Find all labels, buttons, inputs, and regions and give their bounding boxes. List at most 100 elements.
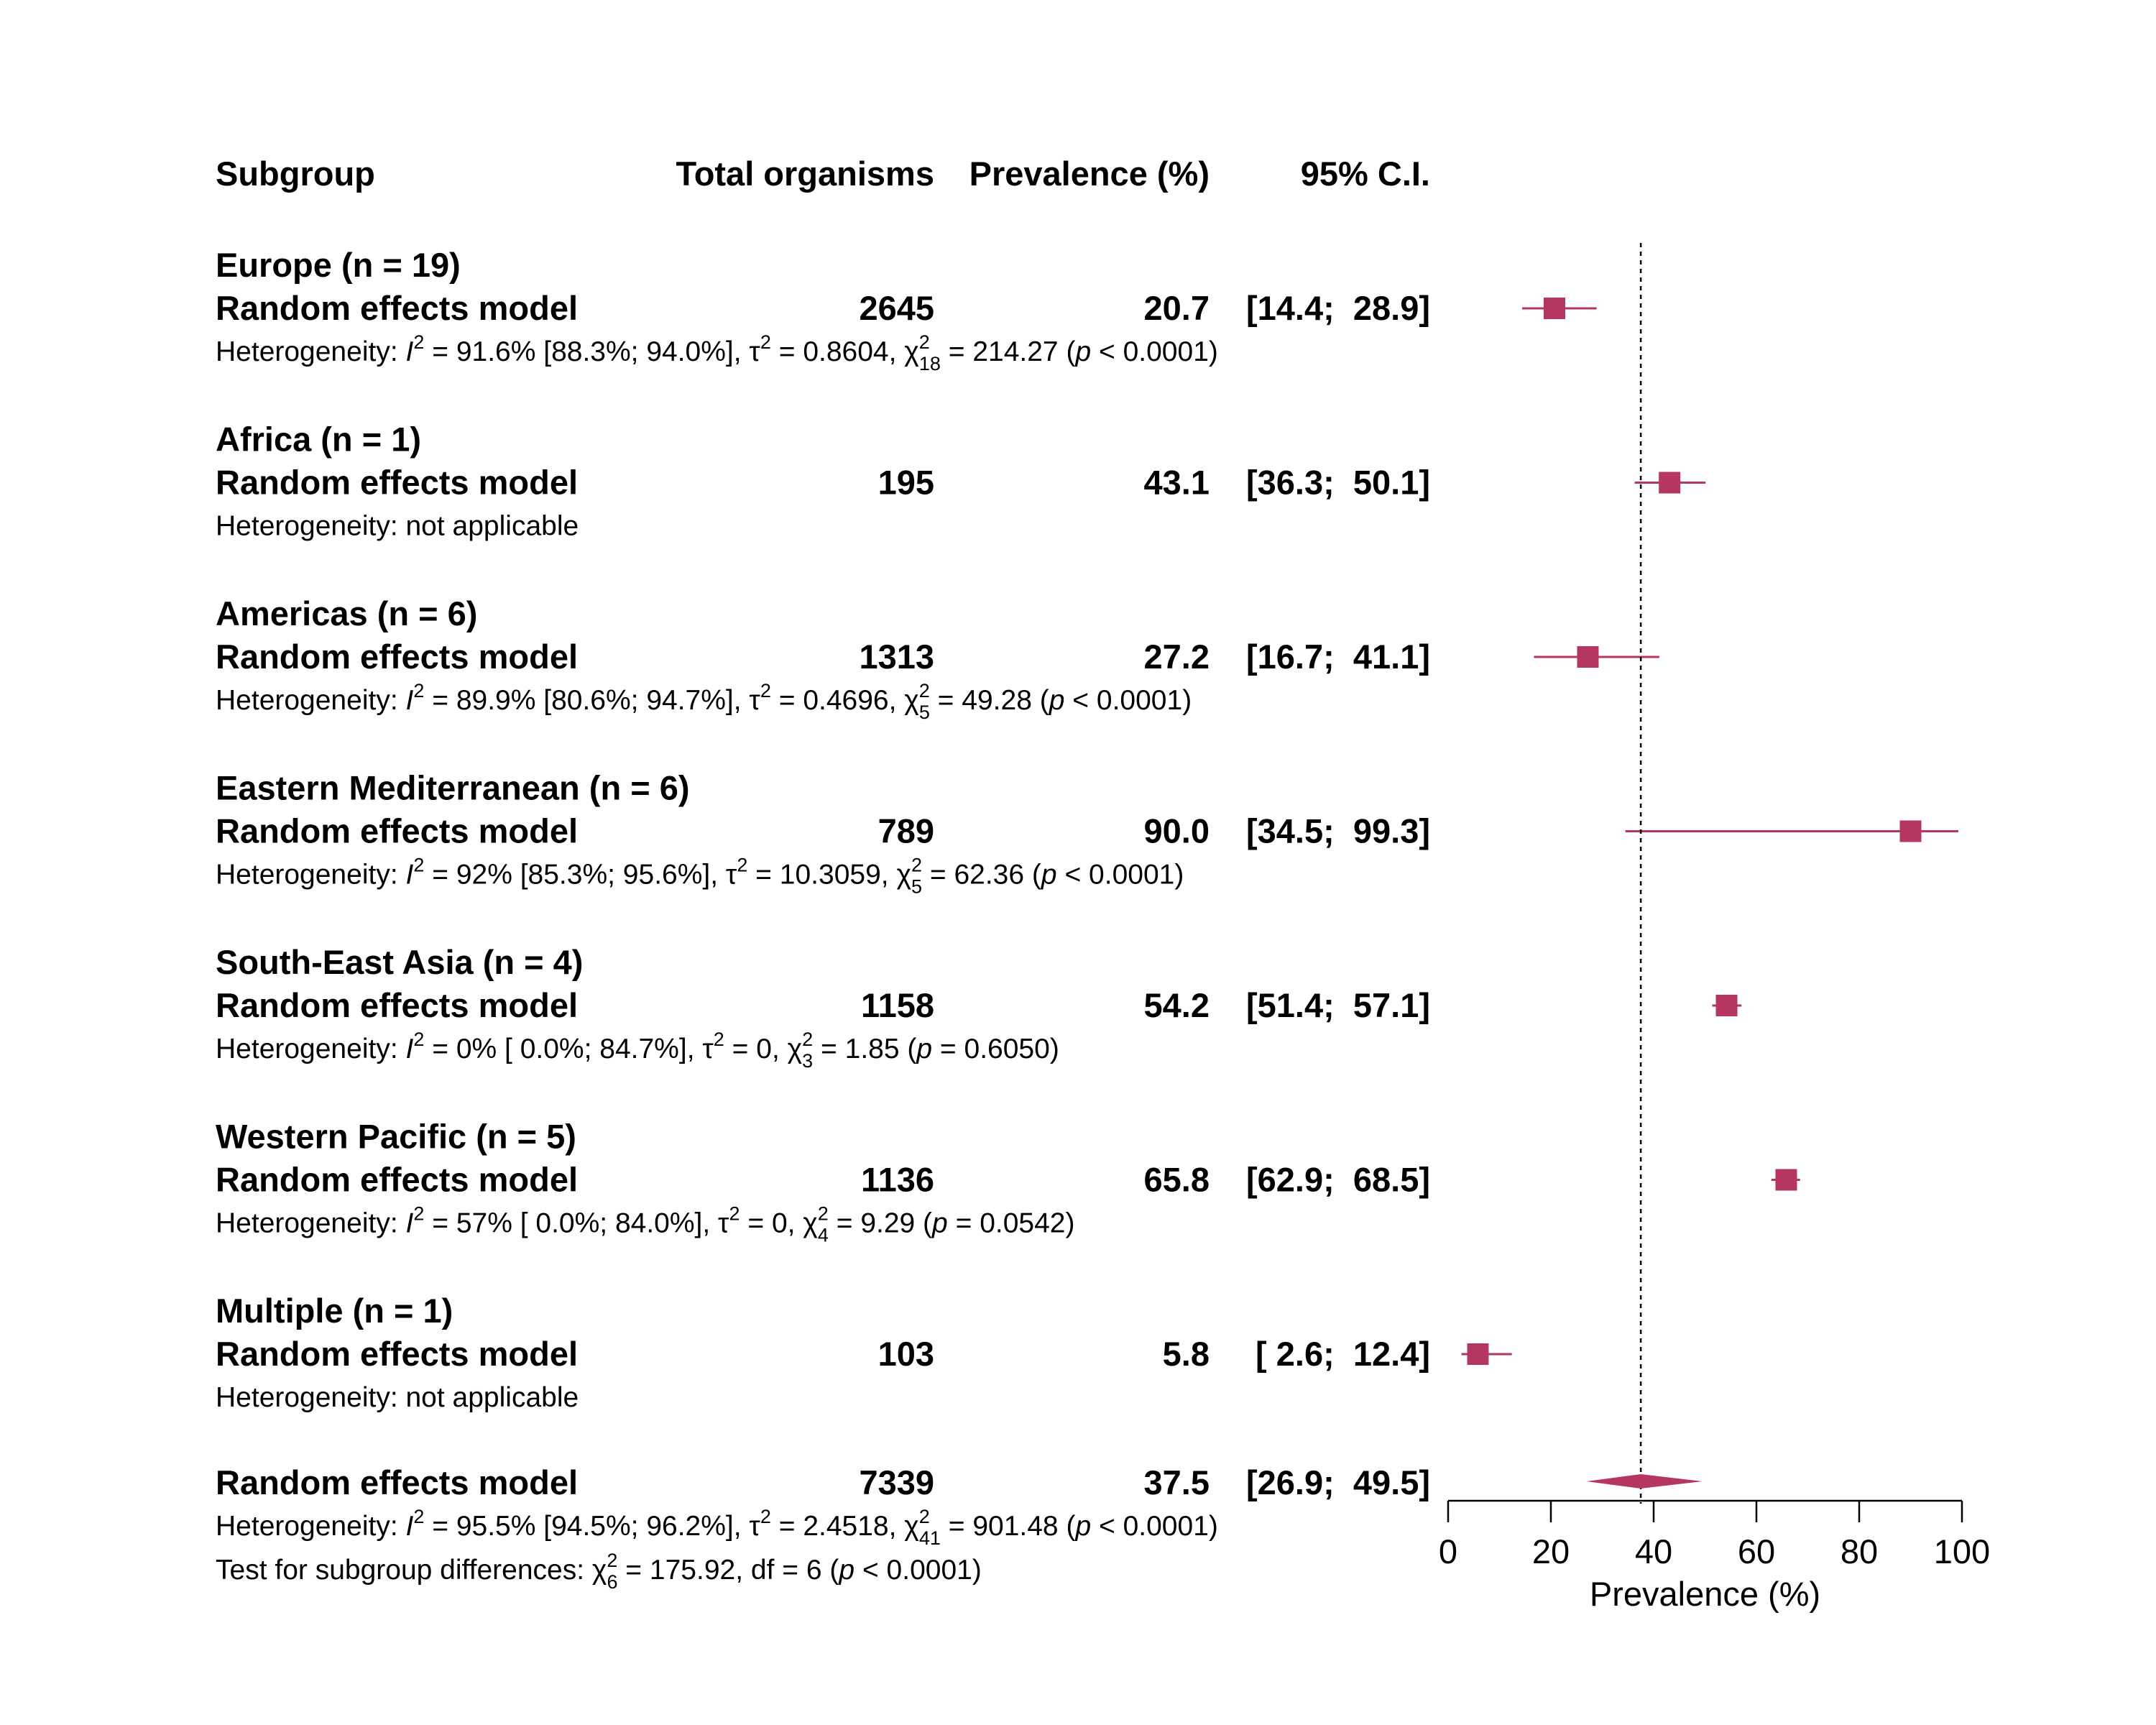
het-part: 92% [85.3%; 95.6%] (456, 860, 710, 891)
subgroup-name: South-East Asia (n = 4) (216, 943, 583, 981)
het-df: 41 (919, 1527, 941, 1549)
het-df: 5 (919, 702, 930, 723)
subgroup-point (1544, 298, 1566, 319)
header-ci: 95% C.I. (1301, 155, 1430, 193)
het-part: < 0.0001 (1064, 860, 1174, 891)
prevalence-estimate: 5.8 (1163, 1335, 1210, 1373)
x-tick-label: 20 (1532, 1532, 1570, 1570)
confidence-interval: [16.7; 41.1] (1246, 638, 1430, 676)
total-organisms: 1158 (861, 986, 934, 1024)
het-part: < 0.0001 (1099, 1511, 1209, 1542)
het-part: 9.29 (860, 1208, 915, 1239)
total-organisms: 103 (878, 1335, 934, 1373)
subgroup-name: Western Pacific (n = 5) (216, 1118, 576, 1156)
test-df-sub: 6 (607, 1571, 617, 1593)
column-headers: Subgroup Total organisms Prevalence (%) … (216, 155, 1430, 193)
het-part: 0 (772, 1208, 788, 1239)
het-part: 0 (756, 1034, 772, 1064)
het-part: = 0.0542 (956, 1208, 1066, 1239)
model-label: Random effects model (216, 986, 578, 1024)
x-tick-label: 100 (1934, 1532, 1990, 1570)
prevalence-estimate: 90.0 (1144, 812, 1210, 850)
subgroup-name: Americas (n = 6) (216, 594, 477, 632)
model-label: Random effects model (216, 638, 578, 676)
total-organisms: 2645 (859, 289, 934, 327)
subgroup-name: Africa (n = 1) (216, 420, 421, 459)
het-part: 57% [ 0.0%; 84.0%] (456, 1208, 703, 1239)
heterogeneity-text: Heterogeneity: not applicable (216, 1382, 579, 1413)
subgroup-block: Europe (n = 19) Random effects model 2645 2… (216, 246, 1597, 374)
het-part: 0.8604 (803, 336, 888, 367)
confidence-interval: [62.9; 68.5] (1246, 1161, 1430, 1199)
het-part: < 0.0001 (1072, 685, 1182, 716)
het-part: 175.92 (650, 1555, 735, 1586)
subgroup-name: Multiple (n = 1) (216, 1292, 453, 1330)
prevalence-estimate: 20.7 (1144, 289, 1210, 327)
heterogeneity-text: Heterogeneity: I2 = 0% [ 0.0%; 84.7%], τ… (216, 1029, 1059, 1072)
heterogeneity-text: Heterogeneity: I2 = 91.6% [88.3%; 94.0%]… (216, 331, 1218, 374)
subgroup-rows: Europe (n = 19) Random effects model 2645 2… (216, 246, 1958, 1413)
het-part: Test for subgroup differences: (216, 1555, 592, 1586)
x-tick-label: 0 (1439, 1532, 1457, 1570)
het-part: 2.4518 (803, 1511, 888, 1542)
het-part: df = 6 (751, 1555, 822, 1586)
model-label: Random effects model (216, 464, 578, 502)
het-part: 901.48 (972, 1511, 1058, 1542)
het-part: 1.85 (845, 1034, 900, 1064)
total-organisms: 195 (878, 464, 934, 502)
subgroup-block: Africa (n = 1) Random effects model 195 43.… (216, 420, 1706, 542)
subgroup-point (1659, 472, 1681, 494)
subgroup-block: Eastern Mediterranean (n = 6) Random effe… (216, 769, 1958, 898)
het-part: 62.36 (954, 860, 1024, 891)
model-label: Random effects model (216, 1335, 578, 1373)
het-df: 18 (919, 353, 941, 374)
header-subgroup: Subgroup (216, 155, 375, 193)
model-label: Random effects model (216, 1161, 578, 1199)
header-total: Total organisms (676, 155, 934, 193)
het-df: 5 (911, 876, 922, 898)
het-part: = 0.6050 (940, 1034, 1050, 1064)
heterogeneity-text: Heterogeneity: I2 = 89.9% [80.6%; 94.7%]… (216, 680, 1192, 723)
subgroup-block: Multiple (n = 1) Random effects model 103 5… (216, 1292, 1512, 1413)
prevalence-estimate: 43.1 (1144, 464, 1210, 502)
het-part: < 0.0001 (1099, 336, 1209, 367)
het-part: 91.6% [88.3%; 94.0%] (456, 336, 734, 367)
x-tick-label: 40 (1635, 1532, 1672, 1570)
overall-heterogeneity: Heterogeneity: I2 = 95.5% [94.5%; 96.2%]… (216, 1506, 1218, 1549)
heterogeneity-text: Heterogeneity: I2 = 92% [85.3%; 95.6%], … (216, 855, 1184, 898)
heterogeneity-text: Heterogeneity: I2 = 57% [ 0.0%; 84.0%], … (216, 1203, 1075, 1246)
overall-ci: [26.9; 49.5] (1246, 1463, 1430, 1501)
overall-diamond (1586, 1474, 1703, 1489)
het-part: 0.4696 (803, 685, 888, 716)
x-tick-label: 60 (1738, 1532, 1775, 1570)
het-part: 214.27 (972, 336, 1058, 367)
het-part: < 0.0001 (862, 1555, 972, 1586)
subgroup-differences-test: Test for subgroup differences: χ2 6 = 175… (216, 1550, 982, 1593)
plot-area: 0 20 40 60 80 100 Prevalence (%) (1439, 243, 1990, 1613)
confidence-interval: [51.4; 57.1] (1246, 986, 1430, 1024)
subgroup-point (1899, 820, 1922, 842)
model-label: Random effects model (216, 289, 578, 327)
overall-label: Random effects model (216, 1463, 578, 1501)
het-part: 49.28 (962, 685, 1032, 716)
total-organisms: 1136 (861, 1161, 934, 1199)
confidence-interval: [14.4; 28.9] (1246, 289, 1430, 327)
confidence-interval: [ 2.6; 12.4] (1256, 1335, 1430, 1373)
header-prevalence: Prevalence (%) (969, 155, 1210, 193)
prevalence-estimate: 54.2 (1144, 986, 1210, 1024)
prevalence-estimate: 27.2 (1144, 638, 1210, 676)
subgroup-point (1467, 1343, 1489, 1365)
heterogeneity-text: Heterogeneity: not applicable (216, 511, 579, 542)
subgroup-block: South-East Asia (n = 4) Random effects mo… (216, 943, 1742, 1072)
het-df: 4 (818, 1225, 829, 1246)
het-df: 3 (802, 1050, 813, 1072)
model-label: Random effects model (216, 812, 578, 850)
subgroup-point (1715, 995, 1738, 1016)
subgroup-block: Western Pacific (n = 5) Random effects mo… (216, 1118, 1800, 1246)
overall-row: Random effects model 7339 37.5 [26.9; 49.5]… (216, 1463, 1430, 1593)
overall-estimate: 37.5 (1144, 1463, 1210, 1501)
het-part: 10.3059 (780, 860, 881, 891)
subgroup-point (1577, 646, 1599, 668)
subgroup-point (1775, 1169, 1797, 1191)
confidence-interval: [34.5; 99.3] (1246, 812, 1430, 850)
